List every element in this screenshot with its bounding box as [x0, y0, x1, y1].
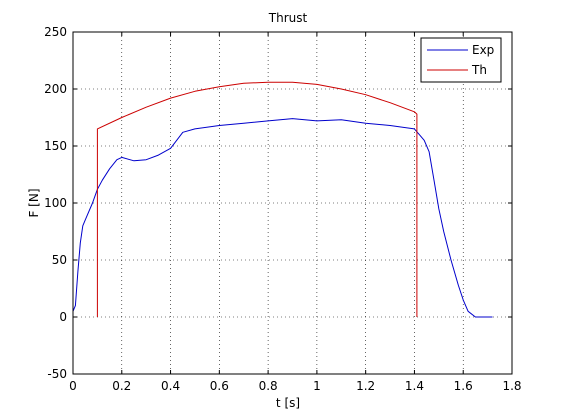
x-tick-label: 1 [313, 379, 321, 393]
y-tick-labels: -50 0 50 100 150 200 250 [44, 25, 67, 381]
x-axis-label: t [s] [276, 396, 300, 410]
x-tick-label: 1.2 [356, 379, 375, 393]
y-tick-label: 250 [44, 25, 67, 39]
tick-marks [72, 31, 513, 375]
y-tick-label: 150 [44, 139, 67, 153]
y-tick-label: -50 [47, 367, 67, 381]
x-tick-labels: 0 0.2 0.4 0.6 0.8 1 1.2 1.4 1.6 1.8 [69, 379, 521, 393]
y-tick-label: 200 [44, 82, 67, 96]
x-tick-label: 0 [69, 379, 77, 393]
legend-label-th: Th [471, 63, 487, 77]
y-tick-label: 0 [59, 310, 67, 324]
x-tick-label: 1.4 [405, 379, 424, 393]
x-tick-label: 0.2 [112, 379, 131, 393]
x-tick-label: 0.6 [210, 379, 229, 393]
y-tick-label: 50 [52, 253, 67, 267]
legend: Exp Th [420, 37, 502, 83]
chart-title: Thrust [268, 11, 308, 25]
series-layer [72, 81, 493, 318]
y-axis-label: F [N] [27, 188, 41, 217]
plot-frame [72, 31, 513, 375]
legend-label-exp: Exp [472, 43, 494, 57]
x-tick-label: 0.4 [161, 379, 180, 393]
legend-box [420, 37, 502, 83]
x-tick-label: 1.6 [454, 379, 473, 393]
x-tick-label: 1.8 [502, 379, 521, 393]
grid-lines [73, 32, 512, 374]
y-tick-label: 100 [44, 196, 67, 210]
series-line-th [96, 81, 418, 317]
x-tick-label: 0.8 [259, 379, 278, 393]
series-line-exp [72, 118, 493, 318]
